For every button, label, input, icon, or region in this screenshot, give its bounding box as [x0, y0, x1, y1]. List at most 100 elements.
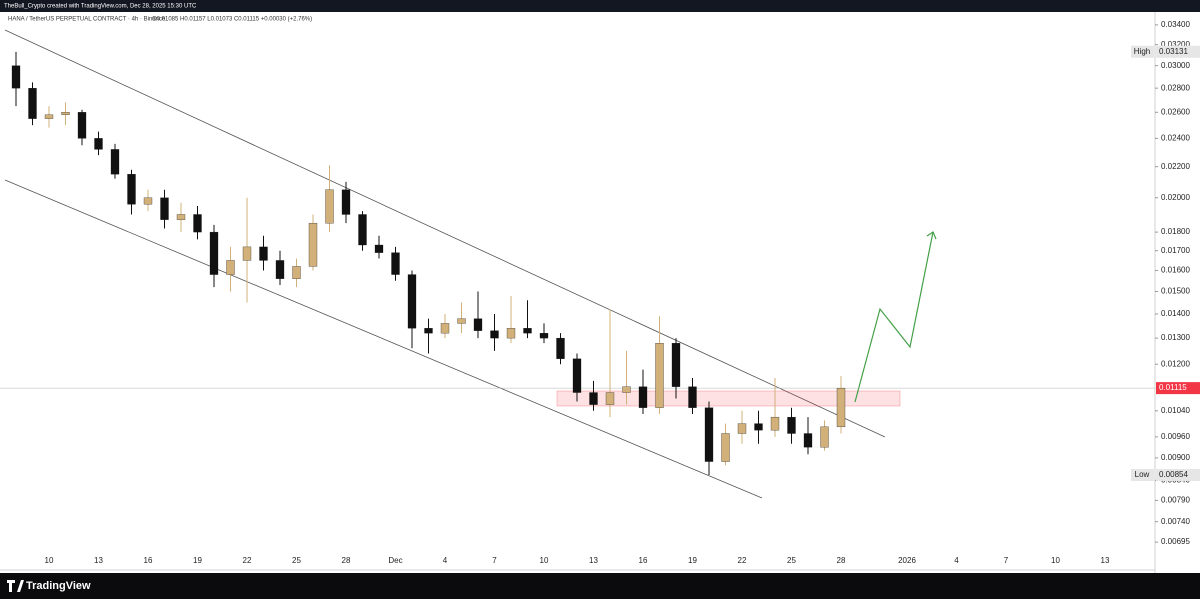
x-tick-label: 28 — [837, 556, 846, 565]
candle-body — [836, 387, 846, 428]
candle-body — [242, 246, 252, 261]
candle-body — [407, 274, 417, 329]
x-tick-label: 22 — [243, 556, 252, 565]
candle-body — [605, 392, 615, 405]
marker-label-bg — [1131, 469, 1154, 482]
channel-lower — [4, 179, 763, 499]
candle-body — [473, 318, 483, 331]
candle-body — [622, 386, 631, 393]
x-tick-label: 10 — [45, 556, 54, 565]
candle-body — [341, 189, 351, 215]
marker-label: Low — [1135, 470, 1150, 479]
x-tick-label: 4 — [443, 556, 448, 565]
y-tick-label: 0.00695 — [1161, 537, 1190, 546]
x-tick-label: 13 — [94, 556, 103, 565]
candle-body — [275, 260, 285, 279]
y-tick-label: 0.02600 — [1161, 107, 1190, 116]
candle-body — [737, 423, 747, 434]
candle-body — [77, 112, 87, 139]
x-tick-label: 4 — [954, 556, 959, 565]
y-tick-label: 0.01040 — [1161, 406, 1190, 415]
y-tick-label: 0.02000 — [1161, 193, 1190, 202]
candle-body — [325, 189, 334, 224]
y-tick-label: 0.02800 — [1161, 83, 1190, 92]
candle-body — [226, 260, 235, 275]
x-tick-label: 7 — [492, 556, 497, 565]
marker-label: High — [1134, 47, 1150, 56]
candle-body — [143, 197, 153, 205]
candle-body — [61, 112, 70, 115]
candle-body — [259, 246, 268, 261]
brand-logo — [7, 580, 24, 592]
candle-body — [688, 386, 697, 408]
candle-body — [358, 214, 367, 246]
x-tick-label: Dec — [388, 556, 402, 565]
y-tick-label: 0.02400 — [1161, 133, 1190, 142]
candle-body — [292, 266, 301, 279]
x-tick-label: 10 — [540, 556, 549, 565]
candle-body — [28, 87, 37, 119]
x-tick-label: 13 — [589, 556, 598, 565]
x-tick-label: 16 — [639, 556, 648, 565]
marker-value-bg — [1156, 469, 1200, 482]
candle-body — [209, 231, 219, 275]
candle-body — [787, 416, 796, 434]
candle-body — [589, 392, 598, 405]
x-tick-label: 22 — [738, 556, 747, 565]
candle-body — [754, 423, 763, 431]
credit: TheBull_Crypto created with TradingView.… — [4, 4, 197, 10]
y-tick-label: 0.01800 — [1161, 227, 1190, 236]
candle-body — [160, 197, 169, 220]
candle-body — [374, 244, 384, 253]
y-tick-label: 0.03400 — [1161, 20, 1190, 29]
candle-body — [490, 330, 499, 339]
projection-arrowhead — [926, 231, 937, 240]
chart-title: HANA / TetherUS PERPETUAL CONTRACT · 4h … — [8, 17, 166, 23]
last-price-bg — [1156, 382, 1200, 395]
candle-body — [176, 214, 186, 220]
y-tick-label: 0.01700 — [1161, 246, 1190, 255]
candle-body — [770, 416, 780, 431]
brand: TradingView — [26, 580, 91, 592]
candle-body — [440, 323, 450, 334]
x-tick-label: 7 — [1004, 556, 1009, 565]
header-bar — [0, 0, 1200, 12]
x-tick-label: 19 — [193, 556, 202, 565]
y-tick-label: 0.01300 — [1161, 333, 1190, 342]
candle-body — [506, 328, 516, 339]
candle-body — [556, 337, 565, 359]
candle-body — [457, 318, 466, 324]
candle-body — [655, 343, 664, 408]
candle-body — [704, 407, 714, 462]
candle-body — [424, 328, 433, 334]
marker-value: 0.00854 — [1159, 470, 1188, 479]
candle-body — [308, 223, 318, 267]
channel-upper — [4, 29, 886, 438]
candle-body — [391, 252, 400, 275]
projection-path — [854, 231, 934, 403]
candle-body — [94, 138, 103, 150]
footer-bar — [0, 573, 1200, 599]
ohlc-legend: O0.01085 H0.01157 L0.01073 C0.01115 +0.0… — [152, 17, 312, 23]
x-tick-label: 13 — [1101, 556, 1110, 565]
y-tick-label: 0.03000 — [1161, 61, 1190, 70]
candle-body — [671, 343, 681, 387]
y-tick-label: 0.03200 — [1161, 40, 1190, 49]
y-tick-label: 0.00790 — [1161, 495, 1190, 504]
x-tick-label: 16 — [144, 556, 153, 565]
x-tick-label: 25 — [292, 556, 301, 565]
y-tick-label: 0.01600 — [1161, 266, 1190, 275]
y-tick-label: 0.01500 — [1161, 287, 1190, 296]
y-tick-label: 0.00900 — [1161, 453, 1190, 462]
x-tick-label: 2026 — [898, 556, 916, 565]
y-tick-label: 0.00740 — [1161, 517, 1190, 526]
marker-value-bg — [1156, 45, 1200, 58]
x-tick-label: 28 — [342, 556, 351, 565]
y-tick-label: 0.02200 — [1161, 162, 1190, 171]
y-tick-label: 0.01200 — [1161, 359, 1190, 368]
candle-body — [803, 433, 813, 448]
candle-body — [820, 426, 829, 448]
candle-body — [110, 149, 120, 175]
